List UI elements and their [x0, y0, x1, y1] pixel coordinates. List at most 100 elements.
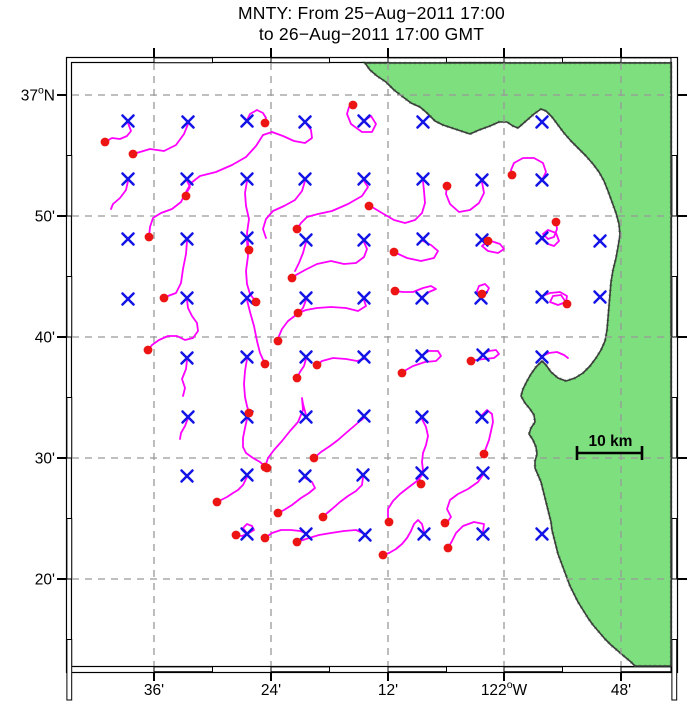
drifter-end-dot — [384, 517, 394, 527]
trajectory-path — [110, 180, 129, 210]
trajectory-path — [242, 418, 268, 469]
trajectory-path — [382, 519, 425, 556]
grid-point-x-marker — [416, 115, 430, 129]
x-axis-tick-label: 36' — [144, 682, 164, 699]
drifter-end-dot — [416, 479, 426, 489]
grid-point-x-marker — [240, 468, 254, 482]
frame-bar-right — [671, 397, 678, 459]
grid-point-x-marker — [475, 173, 489, 187]
scale-bar-label: 10 km — [589, 433, 633, 450]
drifter-end-dot — [378, 550, 388, 560]
drifter-end-dot — [260, 462, 270, 472]
trajectory-path — [264, 397, 307, 468]
trajectory-path — [216, 476, 248, 503]
x-axis-tick-label: 122oW — [481, 679, 528, 699]
trajectory-path — [481, 240, 505, 254]
y-axis-tick-label: 30' — [35, 451, 55, 468]
drifter-end-dot — [477, 289, 487, 299]
y-axis-tick-label: 37oN — [21, 85, 55, 105]
drifter-end-dot — [273, 508, 283, 518]
grid-point-x-marker — [357, 114, 371, 128]
grid-point-x-marker — [476, 466, 490, 480]
frame-bar-right — [671, 155, 678, 217]
x-axis-tick-label: 48' — [611, 682, 631, 699]
trajectory-path — [313, 417, 365, 459]
plot-title: MNTY: From 25−Aug−2011 17:00 to 26−Aug−2… — [66, 3, 677, 45]
trajectory-path — [179, 417, 189, 440]
grid-point-x-marker — [535, 290, 549, 304]
grid-point-x-marker — [240, 291, 254, 305]
trajectory-path — [147, 299, 199, 351]
grid-point-x-marker — [121, 172, 135, 186]
trajectory-path — [297, 299, 367, 314]
frame-bar-right — [671, 276, 678, 338]
grid-point-x-marker — [240, 527, 254, 541]
drifter-end-dot — [181, 191, 191, 201]
trajectory-path — [296, 529, 366, 543]
drifter-end-dot — [244, 245, 254, 255]
grid-point-x-marker — [121, 232, 135, 246]
drifter-end-dot — [128, 149, 138, 159]
drifter-end-dot — [551, 217, 561, 227]
frame-bar-bottom — [620, 666, 672, 673]
trajectory-path — [346, 104, 377, 133]
plot-title-line-1: MNTY: From 25−Aug−2011 17:00 — [238, 3, 505, 23]
drifter-end-dot — [273, 336, 283, 346]
trajectory-path — [181, 359, 188, 397]
drifter-end-dot — [293, 308, 303, 318]
trajectory-path — [447, 521, 485, 549]
frame-bar-top — [153, 57, 213, 64]
drifter-end-dot — [292, 537, 302, 547]
grid-point-x-marker — [181, 410, 195, 424]
grid-point-x-marker — [180, 469, 194, 483]
grid-point-x-marker — [475, 410, 489, 424]
drifter-end-dot — [479, 449, 489, 459]
grid-point-x-marker — [476, 348, 490, 362]
trajectory-path — [246, 299, 266, 365]
trajectory-path — [316, 357, 365, 366]
grid-point-x-marker — [240, 350, 254, 364]
trajectory-path — [296, 180, 369, 230]
drifter-end-dot — [466, 356, 476, 366]
y-axis-tick-label: 40' — [35, 330, 55, 347]
drifter-end-dot — [507, 170, 517, 180]
grid-point-x-marker — [181, 115, 195, 129]
trajectory-path — [277, 477, 316, 514]
grid-point-x-marker — [415, 291, 429, 305]
drifter-end-dot — [143, 345, 153, 355]
frame-bar-left — [66, 397, 73, 459]
trajectory-path — [148, 121, 313, 238]
plot-title-line-2: to 26−Aug−2011 17:00 GMT — [258, 24, 485, 44]
drifter-end-dot — [312, 360, 322, 370]
trajectory-path — [277, 299, 307, 342]
grid-point-x-marker — [535, 173, 549, 187]
trajectory-path — [541, 291, 568, 306]
y-axis-tick-label: 20' — [35, 572, 55, 589]
trajectory-path — [401, 350, 442, 374]
land-polygon — [364, 62, 672, 667]
drifter-end-dot — [562, 299, 572, 309]
drifter-end-dot — [244, 408, 254, 418]
frame-bar-top — [387, 57, 447, 64]
scale-bar: 10 km — [575, 433, 644, 460]
trajectory-path — [368, 180, 426, 224]
drifter-end-dot — [159, 293, 169, 303]
trajectory-path — [294, 241, 307, 272]
y-axis-tick-label: 50' — [35, 209, 55, 226]
trajectory-path — [262, 180, 306, 239]
grid-point-x-marker — [299, 527, 313, 541]
frame-bar-left — [66, 639, 73, 701]
grid-point-x-marker — [299, 233, 313, 247]
trajectory-path — [264, 529, 307, 539]
grid-point-x-marker — [476, 527, 490, 541]
drifter-end-dot — [231, 530, 241, 540]
frame-bar-right — [671, 639, 678, 701]
drifter-end-dot — [440, 518, 450, 528]
grid-point-x-marker — [535, 231, 549, 245]
graticule-grid — [72, 63, 671, 666]
grid-point-x-marker — [358, 528, 372, 542]
grid-point-x-marker — [416, 232, 430, 246]
grid-point-x-marker — [535, 527, 549, 541]
trajectory-path — [291, 241, 368, 279]
trajectories-layer — [104, 104, 569, 556]
